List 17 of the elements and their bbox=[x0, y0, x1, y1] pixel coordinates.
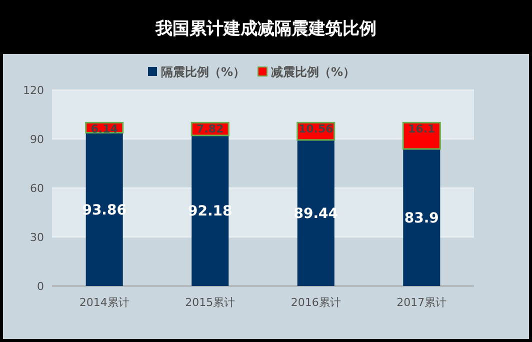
y-tick-label: 30 bbox=[30, 231, 44, 244]
x-tick-label: 2014累计 bbox=[79, 296, 130, 309]
data-label: 10.56 bbox=[298, 122, 334, 136]
bar bbox=[403, 148, 440, 286]
legend-label: 减震比例（%） bbox=[271, 65, 356, 79]
y-tick-label: 0 bbox=[37, 280, 44, 293]
y-tick-label: 120 bbox=[23, 84, 44, 97]
data-label: 83.9 bbox=[404, 210, 439, 226]
x-tick-label: 2017累计 bbox=[396, 296, 447, 309]
chart-title: 我国累计建成减隔震建筑比例 bbox=[154, 19, 376, 39]
y-tick-label: 60 bbox=[30, 182, 44, 195]
data-label: 7.82 bbox=[196, 122, 224, 136]
y-tick-label: 90 bbox=[30, 133, 44, 146]
data-label: 16.1 bbox=[408, 122, 436, 136]
x-tick-label: 2016累计 bbox=[290, 296, 341, 309]
x-tick-label: 2015累计 bbox=[185, 296, 236, 309]
legend-label: 隔震比例（%） bbox=[161, 65, 246, 79]
